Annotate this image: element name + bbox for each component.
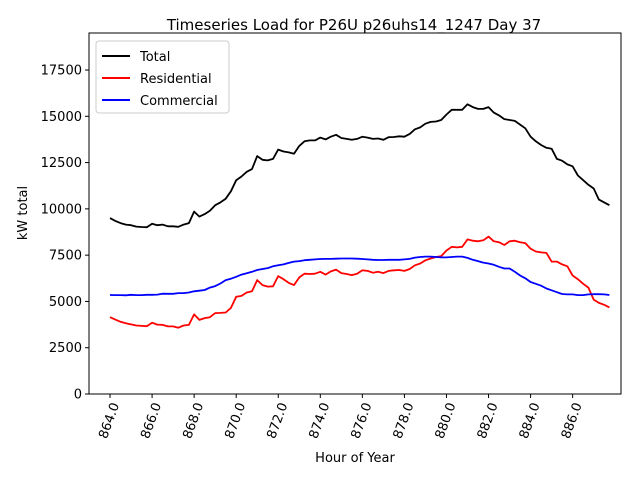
series-line-residential [109, 235, 610, 329]
legend-label-commercial: Commercial [140, 94, 218, 109]
y-tick-label: 0 [74, 388, 82, 403]
y-tick-label: 7500 [49, 249, 82, 264]
x-axis-label: Hour of Year [315, 451, 395, 466]
legend: Total Residential Commercial [95, 40, 230, 114]
y-tick-label: 12500 [41, 156, 82, 171]
y-tick-label: 17500 [41, 64, 82, 79]
legend-box [95, 40, 230, 114]
legend-label-residential: Residential [140, 72, 212, 87]
y-tick-label: 2500 [49, 341, 82, 356]
legend-label-total: Total [139, 50, 170, 65]
chart-title: Timeseries Load for P26U p26uhs14_1247 D… [166, 16, 541, 35]
series-line-total [109, 103, 610, 229]
series-line-commercial [109, 255, 610, 297]
series-lines [109, 103, 610, 329]
y-tick-label: 5000 [49, 295, 82, 310]
y-tick-label: 10000 [41, 202, 82, 217]
plot-area-frame [88, 32, 622, 395]
y-tick-label: 15000 [41, 110, 82, 125]
y-axis-label: kW total [16, 186, 31, 240]
